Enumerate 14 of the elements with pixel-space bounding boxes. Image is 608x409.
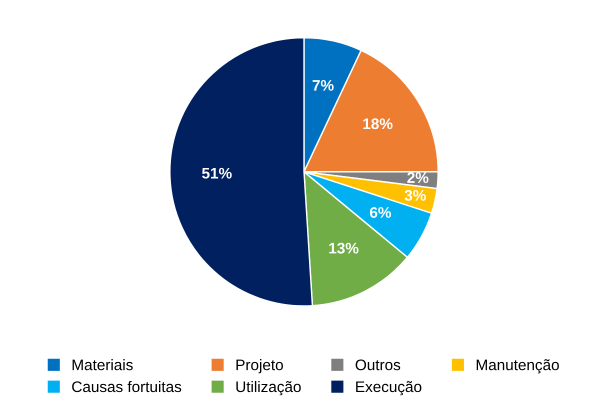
legend-label: Causas fortuitas xyxy=(72,380,182,392)
data-label: 13% xyxy=(329,242,358,254)
legend-label: Projeto xyxy=(236,359,283,374)
legend-label: Utilização xyxy=(236,380,301,396)
data-label: 3% xyxy=(404,190,426,201)
data-label: 2% xyxy=(407,172,428,184)
legend-label: Outros xyxy=(356,359,400,370)
legend-label: Materiais xyxy=(72,359,133,370)
data-label: 7% xyxy=(312,80,334,91)
data-label: 6% xyxy=(370,207,392,218)
legend-label: Manutenção xyxy=(476,359,559,374)
data-label: 51% xyxy=(202,168,232,179)
legend-label: Execução xyxy=(356,381,422,396)
data-label: 18% xyxy=(363,118,393,130)
